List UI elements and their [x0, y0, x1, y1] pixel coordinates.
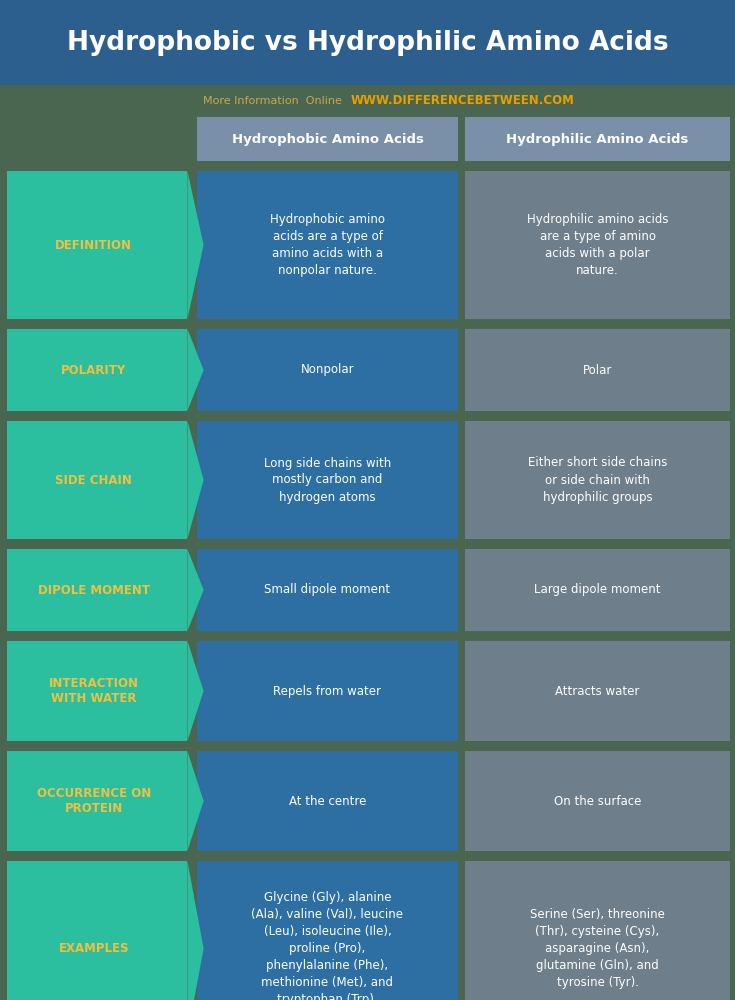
- FancyBboxPatch shape: [197, 117, 458, 161]
- FancyBboxPatch shape: [7, 641, 187, 741]
- Text: Large dipole moment: Large dipole moment: [534, 584, 661, 596]
- FancyBboxPatch shape: [465, 641, 730, 741]
- FancyBboxPatch shape: [465, 751, 730, 851]
- Polygon shape: [187, 549, 204, 631]
- Text: Attracts water: Attracts water: [556, 685, 639, 698]
- FancyBboxPatch shape: [465, 549, 730, 631]
- Text: Serine (Ser), threonine
(Thr), cysteine (Cys),
asparagine (Asn),
glutamine (Gln): Serine (Ser), threonine (Thr), cysteine …: [530, 908, 665, 989]
- Text: Hydrophilic Amino Acids: Hydrophilic Amino Acids: [506, 132, 689, 145]
- Text: WWW.DIFFERENCEBETWEEN.COM: WWW.DIFFERENCEBETWEEN.COM: [351, 95, 575, 107]
- FancyBboxPatch shape: [197, 329, 458, 411]
- Text: Repels from water: Repels from water: [273, 685, 381, 698]
- Text: Hydrophobic Amino Acids: Hydrophobic Amino Acids: [232, 132, 423, 145]
- FancyBboxPatch shape: [197, 641, 458, 741]
- FancyBboxPatch shape: [197, 751, 458, 851]
- Text: At the centre: At the centre: [289, 795, 366, 808]
- Text: Either short side chains
or side chain with
hydrophilic groups: Either short side chains or side chain w…: [528, 456, 667, 504]
- Polygon shape: [187, 329, 204, 411]
- Polygon shape: [187, 171, 204, 319]
- Text: EXAMPLES: EXAMPLES: [59, 942, 129, 955]
- FancyBboxPatch shape: [197, 549, 458, 631]
- FancyBboxPatch shape: [7, 171, 187, 319]
- Text: Hydrophobic vs Hydrophilic Amino Acids: Hydrophobic vs Hydrophilic Amino Acids: [67, 29, 668, 55]
- FancyBboxPatch shape: [7, 861, 187, 1000]
- Text: SIDE CHAIN: SIDE CHAIN: [55, 474, 132, 487]
- Text: Polar: Polar: [583, 363, 612, 376]
- Text: OCCURRENCE ON
PROTEIN: OCCURRENCE ON PROTEIN: [37, 787, 151, 815]
- FancyBboxPatch shape: [465, 421, 730, 539]
- Text: On the surface: On the surface: [554, 795, 641, 808]
- Polygon shape: [187, 641, 204, 741]
- FancyBboxPatch shape: [197, 861, 458, 1000]
- Text: DIPOLE MOMENT: DIPOLE MOMENT: [37, 584, 150, 596]
- Text: Long side chains with
mostly carbon and
hydrogen atoms: Long side chains with mostly carbon and …: [264, 456, 391, 504]
- FancyBboxPatch shape: [0, 0, 735, 85]
- Text: Glycine (Gly), alanine
(Ala), valine (Val), leucine
(Leu), isoleucine (Ile),
pro: Glycine (Gly), alanine (Ala), valine (Va…: [251, 891, 404, 1000]
- FancyBboxPatch shape: [465, 171, 730, 319]
- Polygon shape: [187, 751, 204, 851]
- FancyBboxPatch shape: [465, 329, 730, 411]
- Text: More Information  Online: More Information Online: [203, 96, 341, 106]
- FancyBboxPatch shape: [197, 421, 458, 539]
- Text: DEFINITION: DEFINITION: [55, 239, 132, 252]
- FancyBboxPatch shape: [465, 861, 730, 1000]
- Polygon shape: [187, 421, 204, 539]
- Polygon shape: [187, 861, 204, 1000]
- Text: Nonpolar: Nonpolar: [301, 363, 354, 376]
- FancyBboxPatch shape: [7, 329, 187, 411]
- Text: Small dipole moment: Small dipole moment: [265, 584, 390, 596]
- Text: INTERACTION
WITH WATER: INTERACTION WITH WATER: [49, 677, 139, 705]
- FancyBboxPatch shape: [7, 549, 187, 631]
- FancyBboxPatch shape: [7, 751, 187, 851]
- Text: Hydrophobic amino
acids are a type of
amino acids with a
nonpolar nature.: Hydrophobic amino acids are a type of am…: [270, 213, 385, 277]
- FancyBboxPatch shape: [7, 421, 187, 539]
- FancyBboxPatch shape: [197, 171, 458, 319]
- FancyBboxPatch shape: [465, 117, 730, 161]
- Text: Hydrophilic amino acids
are a type of amino
acids with a polar
nature.: Hydrophilic amino acids are a type of am…: [527, 213, 668, 277]
- Text: POLARITY: POLARITY: [61, 363, 126, 376]
